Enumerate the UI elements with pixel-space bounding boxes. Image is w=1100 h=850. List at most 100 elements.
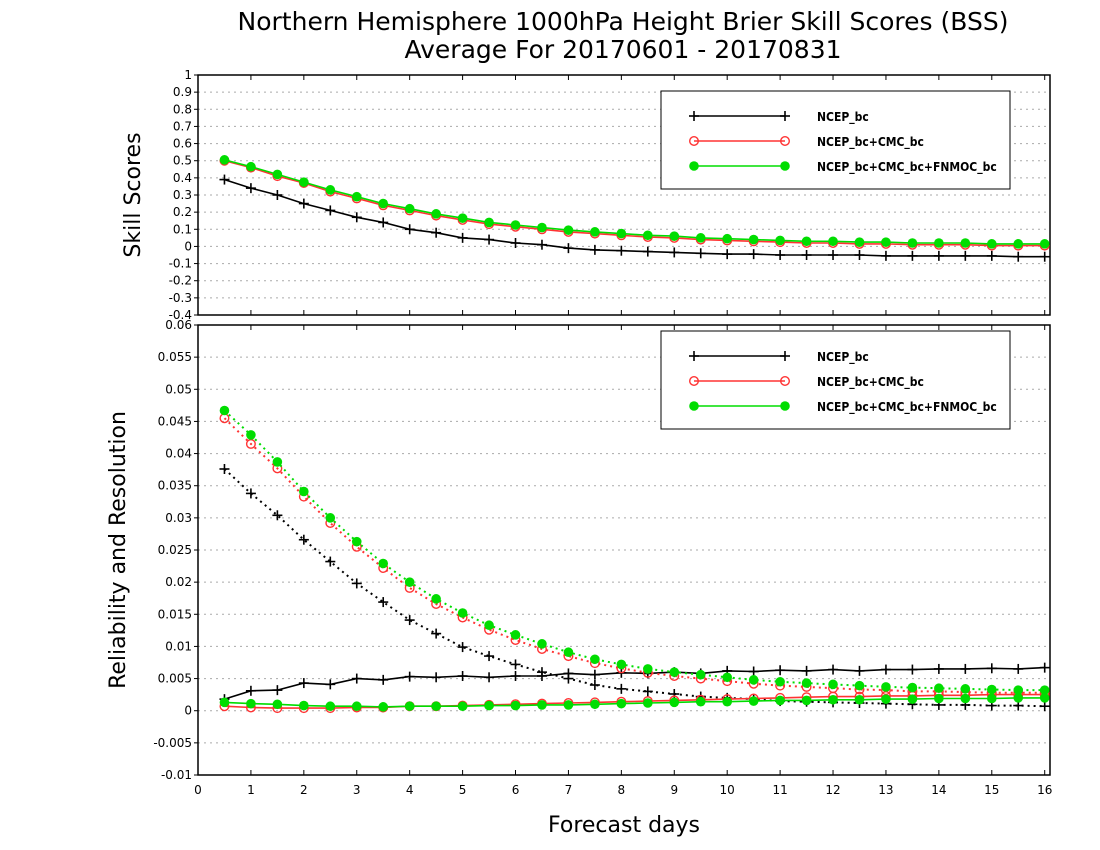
y-tick-label: 0.005 <box>158 672 192 686</box>
data-point-filled-circle <box>219 697 230 708</box>
data-point-plus <box>960 250 971 261</box>
data-point-filled-circle <box>689 161 699 171</box>
data-point-plus <box>563 243 574 254</box>
data-point-filled-circle <box>537 700 547 710</box>
chart-title-line1: Northern Hemisphere 1000hPa Height Brier… <box>238 7 1009 36</box>
data-point-filled-circle <box>854 680 865 691</box>
data-point-plus <box>431 628 442 639</box>
x-tick-label: 14 <box>931 783 946 797</box>
data-point-filled-circle <box>934 238 944 248</box>
data-point-filled-circle <box>1039 685 1050 695</box>
data-point-filled-circle <box>246 430 256 440</box>
data-point-filled-circle <box>960 238 971 248</box>
data-point-filled-circle <box>748 675 759 685</box>
series-ncep-bc <box>219 174 1050 262</box>
y-tick-label: 0.4 <box>173 171 192 185</box>
legend: NCEP_bc NCEP_bc+CMC_bc NCEP_bc+CMC_bc+FNMO… <box>660 90 1011 190</box>
data-point-plus <box>351 673 362 684</box>
data-point-plus <box>431 227 442 238</box>
x-tick-label: 1 <box>247 783 255 797</box>
data-point-filled-circle <box>669 667 680 677</box>
data-point-plus <box>457 671 468 681</box>
x-tick-label: 9 <box>670 783 678 797</box>
data-point-filled-circle <box>590 654 600 665</box>
data-point-filled-circle <box>775 676 785 687</box>
data-point-plus <box>1039 701 1050 712</box>
data-point-plus <box>298 198 309 209</box>
data-point-filled-circle <box>246 698 256 709</box>
data-point-filled-circle <box>537 222 547 233</box>
series-ncep-bc-plus-cmc-bc <box>219 689 1050 714</box>
data-point-plus <box>219 464 230 474</box>
legend-label: NCEP_bc+CMC_bc+FNMOC_bc <box>817 160 997 175</box>
data-point-open-circle <box>780 376 791 387</box>
data-point-filled-circle <box>828 679 838 690</box>
y-tick-label: 0.8 <box>173 102 192 116</box>
data-point-plus <box>933 663 944 674</box>
data-point-open-circle <box>689 376 700 387</box>
data-point-open-circle <box>780 135 791 146</box>
data-point-plus <box>245 183 256 194</box>
data-point-filled-circle <box>484 217 494 228</box>
data-point-filled-circle <box>563 225 574 235</box>
y-tick-label: -0.01 <box>161 768 192 782</box>
data-point-plus <box>722 249 733 260</box>
series-ncep-bc-plus-cmc-bc-plus-fnmoc-bc-dotted <box>219 405 1050 695</box>
legend-item-ncep-bc-plus-cmc-bc: NCEP_bc+CMC_bc <box>689 375 924 390</box>
data-point-filled-circle <box>748 696 759 706</box>
data-point-plus <box>854 665 865 676</box>
data-point-filled-circle <box>907 238 918 248</box>
x-axis <box>197 75 1046 315</box>
data-point-plus <box>960 663 971 674</box>
data-point-filled-circle <box>748 234 759 245</box>
data-point-plus <box>748 249 759 260</box>
data-point-plus <box>695 248 706 259</box>
data-point-filled-circle <box>828 694 838 705</box>
y-tick-label: -0.1 <box>169 257 192 271</box>
data-point-filled-circle <box>1013 685 1024 695</box>
x-tick-label: 11 <box>772 783 787 797</box>
data-point-filled-circle <box>563 700 574 710</box>
chart-title-line2: Average For 20170601 - 20170831 <box>404 35 841 64</box>
data-point-filled-circle <box>590 699 600 710</box>
y-tick-label: 0.06 <box>165 318 192 332</box>
data-point-plus <box>484 672 495 683</box>
data-point-filled-circle <box>272 457 283 467</box>
data-point-filled-circle <box>378 198 389 209</box>
x-tick-label: 2 <box>300 783 308 797</box>
data-point-plus <box>880 664 891 675</box>
y-tick-label: 0.1 <box>173 222 192 236</box>
series-line <box>224 697 1045 708</box>
data-point-plus <box>298 534 309 545</box>
data-point-filled-circle <box>299 700 309 711</box>
data-point-filled-circle <box>801 678 812 688</box>
x-tick-label: 5 <box>459 783 467 797</box>
series-ncep-bc-dotted <box>219 464 1050 712</box>
data-point-filled-circle <box>510 700 521 711</box>
series-ncep-bc-plus-cmc-bc-dotted <box>219 413 1050 698</box>
data-point-filled-circle <box>351 701 362 712</box>
x-axis-label: Forecast days <box>548 813 700 838</box>
series-ncep-bc-plus-cmc-bc-plus-fnmoc-bc <box>219 155 1050 249</box>
data-point-filled-circle <box>484 620 494 631</box>
data-point-filled-circle <box>960 693 971 704</box>
data-point-filled-circle <box>431 594 441 604</box>
skill-scores-panel: -0.4 -0.3 -0.2 -0.1 0 0.1 0.2 0.3 0.4 0.5 0.6 0.7 0.… <box>121 68 1051 322</box>
y-axis-label: Reliability and Resolution <box>106 411 131 689</box>
data-point-filled-circle <box>457 213 468 223</box>
reliability-resolution-panel: -0.01 -0.005 0 0.005 0.01 0.015 0.02 0.025 0.03 0… <box>106 318 1052 797</box>
legend-item-ncep-bc-plus-cmc-bc-plus-fnmoc-bc: NCEP_bc+CMC_bc+FNMOC_bc <box>689 160 997 175</box>
data-point-plus <box>404 615 415 626</box>
data-point-plus <box>484 651 495 662</box>
data-point-plus <box>616 683 627 694</box>
data-point-filled-circle <box>484 700 494 711</box>
y-tick-label: 0 <box>184 239 192 253</box>
data-point-plus <box>378 674 389 685</box>
data-point-filled-circle <box>404 203 415 214</box>
data-point-plus <box>219 174 230 185</box>
data-point-plus <box>780 111 790 121</box>
data-point-plus <box>854 250 865 260</box>
y-tick-label: -0.2 <box>169 274 192 288</box>
data-point-filled-circle <box>1013 693 1024 703</box>
y-tick-label: 0 <box>184 704 192 718</box>
